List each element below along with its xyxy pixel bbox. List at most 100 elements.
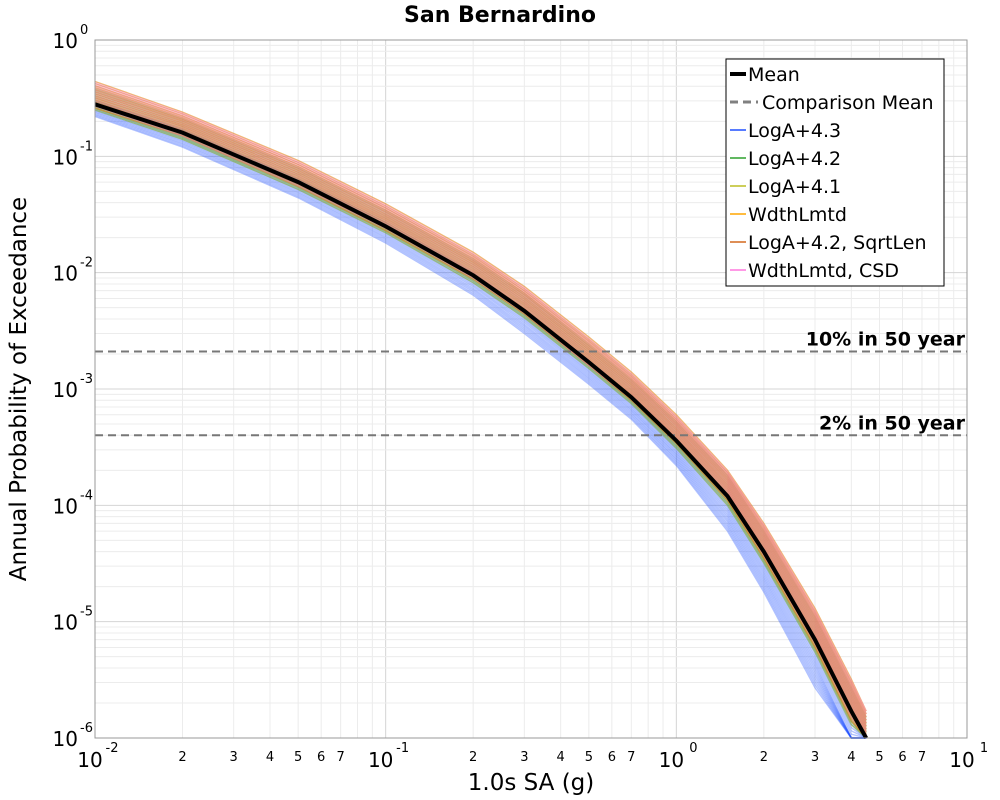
mean-curve xyxy=(94,102,868,739)
series-line-7-12 xyxy=(94,83,867,715)
series-line-3-7 xyxy=(94,97,867,736)
series-line-2-4 xyxy=(94,111,867,739)
series-line-4-6 xyxy=(94,98,867,737)
y-tick-label-exponent: 0 xyxy=(80,23,88,38)
x-tick-label-minor: 7 xyxy=(337,750,345,765)
series-line-2-0 xyxy=(94,115,867,739)
y-tick-label-exponent: -4 xyxy=(80,488,93,503)
x-tick-label-minor: 3 xyxy=(230,750,238,765)
y-tick-label-major: 10 xyxy=(53,611,78,635)
series-line-7-11 xyxy=(94,85,867,718)
chart-title: San Bernardino xyxy=(404,3,596,28)
series-line-2-8 xyxy=(94,106,867,739)
y-tick-label-major: 10 xyxy=(53,29,78,53)
y-tick-label-exponent: -5 xyxy=(80,605,93,620)
series-line-5-9 xyxy=(94,89,867,724)
legend-box xyxy=(725,58,945,287)
x-tick-label-minor: 5 xyxy=(294,750,302,765)
grid-lines xyxy=(95,40,967,738)
x-tick-label-minor: 7 xyxy=(918,750,926,765)
series-line-6-10 xyxy=(94,86,867,721)
series-line-6-11 xyxy=(94,84,867,718)
x-axis-ticks: 10 -2 10 -1 10 0 10 12 3 4 5 6 7 2 3 4 5 6 7 2 3 4 5 6 7 xyxy=(77,741,988,772)
x-tick-label-minor: 6 xyxy=(317,750,325,765)
series-line-4-1 xyxy=(94,107,867,739)
legend-label-2: LogA+4.3 xyxy=(748,120,841,142)
series-line-5-8 xyxy=(94,91,867,727)
x-tick-label-minor: 7 xyxy=(627,750,635,765)
y-tick-label-major: 10 xyxy=(53,494,78,518)
series-line-3-11 xyxy=(94,91,867,724)
x-tick-label-minor: 2 xyxy=(469,750,477,765)
legend: Mean Comparison Mean LogA+4.3 LogA+4.2 LogA+… xyxy=(725,58,945,287)
x-tick-label-minor: 5 xyxy=(585,750,593,765)
mean-curve-group xyxy=(94,102,868,739)
series-line-7-13 xyxy=(94,81,867,712)
series-line-3-10 xyxy=(94,93,867,727)
series-line-5-10 xyxy=(94,86,867,721)
series-line-4-9 xyxy=(94,92,867,728)
series-line-7-4 xyxy=(94,98,867,738)
legend-label-0: Mean xyxy=(748,64,800,86)
x-tick-label-exponent: -2 xyxy=(106,741,119,756)
series-line-6-4 xyxy=(94,99,867,738)
x-tick-label-minor: 5 xyxy=(875,750,883,765)
legend-label-5: WdthLmtd xyxy=(748,204,847,226)
legend-label-6: LogA+4.2, SqrtLen xyxy=(748,232,927,254)
y-tick-label-major: 10 xyxy=(53,378,78,402)
x-tick-label-major: 10 xyxy=(659,748,684,772)
series-line-4-0 xyxy=(94,109,867,739)
y-axis-label: Annual Probability of Exceedance xyxy=(6,197,32,581)
x-tick-label-major: 10 xyxy=(368,748,393,772)
series-line-4-7 xyxy=(94,96,867,734)
x-tick-label-minor: 6 xyxy=(608,750,616,765)
series-line-6-5 xyxy=(94,97,867,735)
x-tick-label-minor: 6 xyxy=(898,750,906,765)
series-line-5-6 xyxy=(94,95,867,733)
series-line-6-12 xyxy=(94,82,867,715)
x-tick-label-minor: 3 xyxy=(811,750,819,765)
series-line-5-5 xyxy=(94,97,867,735)
series-line-3-0 xyxy=(94,109,867,739)
reference-lines: 10% in 50 year 2% in 50 year xyxy=(95,329,967,437)
legend-label-3: LogA+4.2 xyxy=(748,148,841,170)
series-line-6-8 xyxy=(94,91,867,727)
x-tick-label-minor: 4 xyxy=(847,750,855,765)
series-line-3-9 xyxy=(94,94,867,730)
series-line-2-5 xyxy=(94,109,867,739)
legend-label-7: WdthLmtd, CSD xyxy=(748,260,899,282)
series-line-3-12 xyxy=(94,89,867,721)
series-line-6-6 xyxy=(94,95,867,733)
series-line-5-11 xyxy=(94,84,867,718)
series-line-5-4 xyxy=(94,99,867,738)
series-line-3-1 xyxy=(94,107,867,739)
series-line-4-12 xyxy=(94,87,867,718)
x-tick-label-minor: 4 xyxy=(557,750,565,765)
series-line-3-13 xyxy=(94,88,867,718)
series-line-2-9 xyxy=(94,104,867,739)
reference-label-0: 10% in 50 year xyxy=(806,329,966,351)
y-tick-label-major: 10 xyxy=(53,262,78,286)
series-line-6-0 xyxy=(94,107,867,739)
series-line-7-7 xyxy=(94,92,867,730)
x-tick-label-exponent: -1 xyxy=(396,741,409,756)
legend-label-1: Comparison Mean xyxy=(762,92,934,114)
series-line-7-9 xyxy=(94,89,867,724)
y-tick-label-exponent: -2 xyxy=(80,256,93,271)
x-tick-label-minor: 2 xyxy=(760,750,768,765)
series-line-7-8 xyxy=(94,91,867,727)
series-line-4-10 xyxy=(94,91,867,725)
series-line-5-12 xyxy=(94,82,867,715)
x-axis-label: 1.0s SA (g) xyxy=(468,770,595,796)
x-tick-label-major: 10 xyxy=(77,748,102,772)
series-line-7-6 xyxy=(94,94,867,733)
series-line-2-1 xyxy=(94,114,867,739)
x-tick-label-exponent: 0 xyxy=(689,741,697,756)
series-line-5-0 xyxy=(94,107,867,739)
series-line-6-7 xyxy=(94,93,867,730)
x-tick-label-minor: 4 xyxy=(266,750,274,765)
plot-frame xyxy=(94,39,968,739)
series-line-2-6 xyxy=(94,108,867,739)
